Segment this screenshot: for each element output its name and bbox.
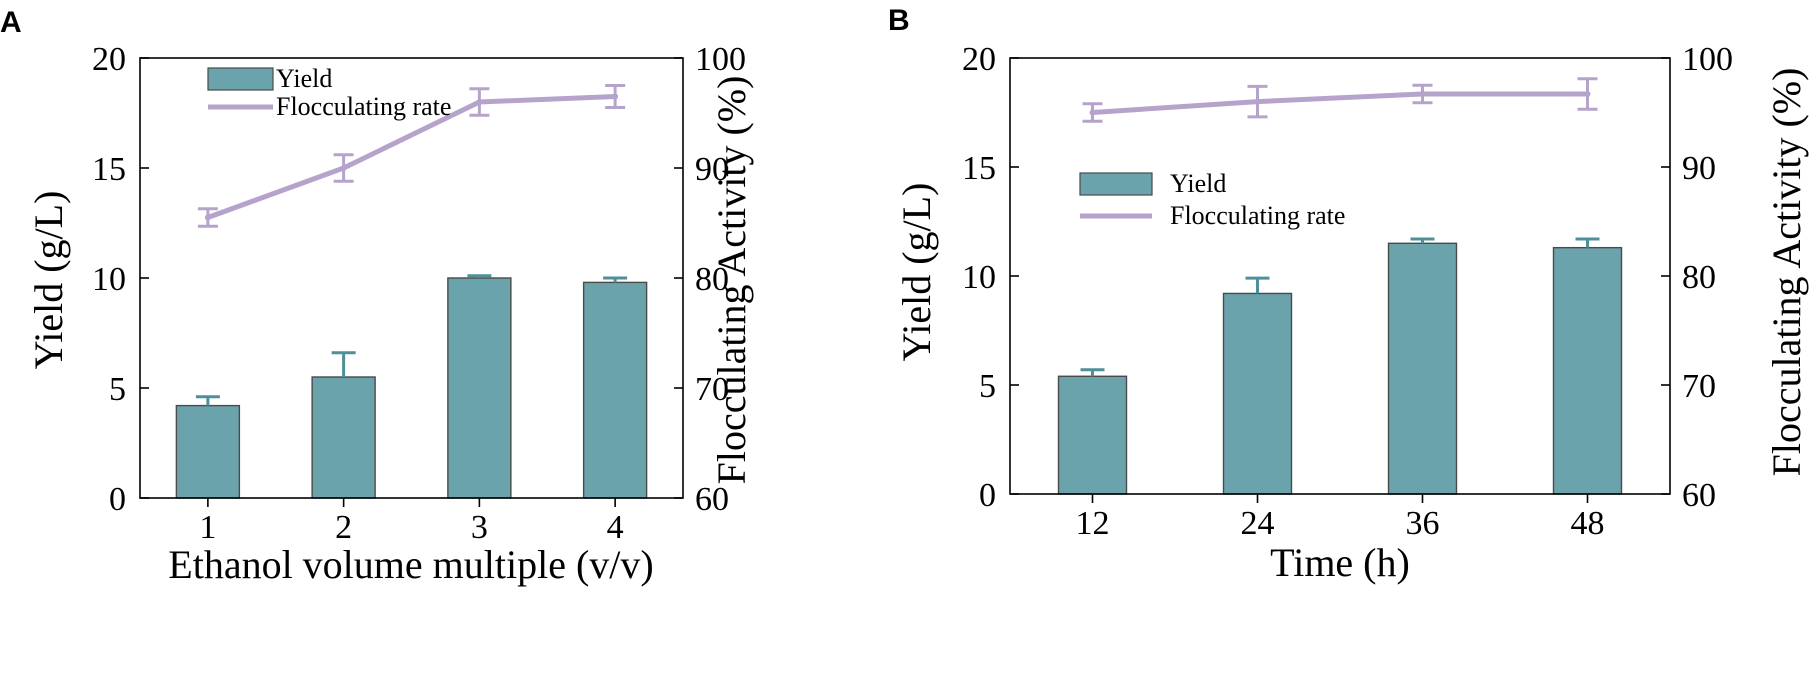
y2-tick-label: 80 [1682,259,1716,296]
y2-tick-label: 70 [695,371,729,408]
bar-3 [447,277,512,499]
flocculating-rate-line [1092,91,1588,115]
y2-tick-label: 60 [695,481,729,518]
x-tick-label: 4 [607,509,624,546]
legend: Yield Flocculating rate [1079,169,1345,230]
line-point-2 [340,165,347,171]
y2-tick-label: 90 [1682,150,1716,187]
y-tick-label: 15 [92,151,126,188]
line-point-1 [204,214,211,221]
y2-tick-label: 70 [1682,368,1716,405]
y2-tick-label: 80 [695,261,729,298]
x-tick-label: 36 [1406,505,1440,542]
y-tick-label: 20 [962,41,996,78]
panel-b: B 0 5 10 15 20 60 70 80 90 100 12 24 36 48 Time (h) Yiel… [888,4,1809,585]
y-tick-label: 10 [92,261,126,298]
y2-tick-label: 100 [1682,41,1733,78]
y-axis-title: Yield (g/L) [26,191,71,370]
x-tick-label: 48 [1571,505,1605,542]
line-point-36 [1419,90,1426,97]
y2-tick-label: 100 [695,41,746,78]
bar-12 [1057,375,1128,495]
legend-label-flocculating-rate: Flocculating rate [1170,201,1345,230]
line-point-24 [1254,98,1261,105]
x-axis-title: Time (h) [1270,540,1410,585]
y-tick-label: 5 [979,368,996,405]
y-tick-label: 20 [92,41,126,78]
line-point-4 [612,93,619,100]
bar-4 [582,281,648,499]
x-tick-label: 1 [199,509,216,546]
y-tick-label: 5 [109,371,126,408]
line-point-48 [1584,90,1591,97]
line-point-3 [476,99,483,105]
x-tick-label: 24 [1241,505,1275,542]
bar-2 [311,376,376,499]
y2-axis-title: Flocculating Activity (%) [709,76,754,485]
legend-swatch-yield [207,67,274,91]
x-tick-label: 3 [471,509,488,546]
panel-label: B [888,4,910,37]
y2-axis-title: Flocculating Activity (%) [1764,68,1809,477]
bar-48 [1552,246,1623,495]
y-tick-label: 15 [962,150,996,187]
x-tick-label: 12 [1076,505,1110,542]
y-axis-title: Yield (g/L) [894,183,939,362]
bar-1 [175,404,241,499]
panel-label: A [0,6,22,39]
legend-label-flocculating-rate: Flocculating rate [276,92,451,121]
flocculating-rate-line [207,94,616,220]
y-tick-label: 10 [962,259,996,296]
y-tick-label: 0 [979,477,996,514]
legend-label-yield: Yield [276,64,332,93]
x-tick-label: 2 [335,509,352,546]
y2-tick-label: 90 [695,151,729,188]
line-point-12 [1089,109,1096,116]
y-tick-label: 0 [109,481,126,518]
legend-label-yield: Yield [1170,169,1226,198]
bar-24 [1222,292,1293,495]
bar-36 [1387,242,1458,495]
x-axis-title: Ethanol volume multiple (v/v) [168,542,653,587]
y2-tick-label: 60 [1682,477,1716,514]
legend-swatch-yield [1079,172,1153,196]
